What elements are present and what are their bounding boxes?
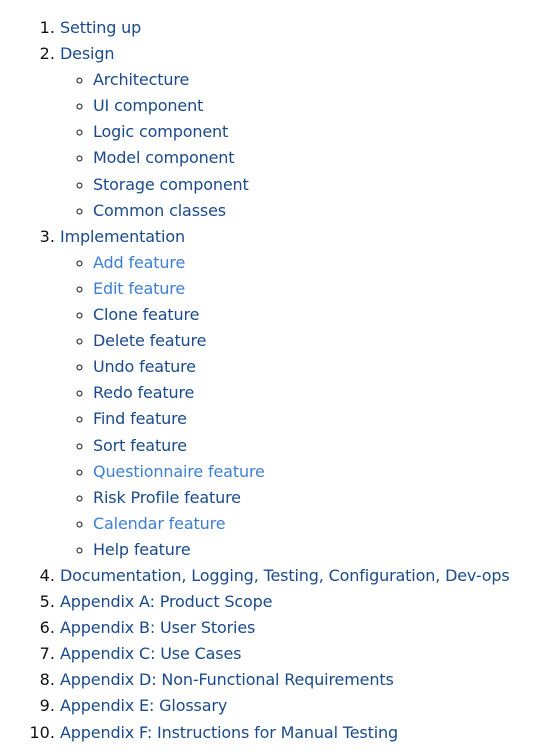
toc-link-appendix-e[interactable]: Appendix E: Glossary (60, 696, 228, 716)
toc-subitem-ui-component: UI component (93, 93, 547, 119)
toc-subitem-clone-feature: Clone feature (93, 302, 547, 328)
toc-link-calendar-feature[interactable]: Calendar feature (93, 513, 226, 533)
toc-item-documentation: Documentation, Logging, Testing, Configu… (60, 563, 547, 589)
toc-link-common-classes[interactable]: Common classes (93, 200, 226, 220)
toc-item-appendix-d: Appendix D: Non-Functional Requirements (60, 667, 547, 693)
toc-subitem-undo-feature: Undo feature (93, 354, 547, 380)
toc-link-logic-component[interactable]: Logic component (93, 122, 229, 142)
toc-subitem-add-feature: Add feature (93, 250, 547, 276)
toc-link-documentation[interactable]: Documentation, Logging, Testing, Configu… (60, 565, 510, 585)
toc-link-model-component[interactable]: Model component (93, 148, 235, 168)
toc-link-appendix-f[interactable]: Appendix F: Instructions for Manual Test… (60, 722, 399, 742)
toc-link-architecture[interactable]: Architecture (93, 70, 190, 90)
toc-subitem-redo-feature: Redo feature (93, 380, 547, 406)
toc-subitem-storage-component: Storage component (93, 172, 547, 198)
toc-link-redo-feature[interactable]: Redo feature (93, 383, 195, 403)
toc-link-questionnaire-feature[interactable]: Questionnaire feature (93, 461, 265, 481)
toc-item-implementation: Implementation Add feature Edit feature … (60, 224, 547, 563)
toc-item-setting-up: Setting up (60, 15, 547, 41)
toc-subitem-sort-feature: Sort feature (93, 433, 547, 459)
toc-link-undo-feature[interactable]: Undo feature (93, 357, 196, 377)
toc-subitem-logic-component: Logic component (93, 119, 547, 145)
toc-item-appendix-a: Appendix A: Product Scope (60, 589, 547, 615)
toc-link-add-feature[interactable]: Add feature (93, 252, 186, 272)
toc-subitem-delete-feature: Delete feature (93, 328, 547, 354)
toc-item-appendix-b: Appendix B: User Stories (60, 615, 547, 641)
toc-item-appendix-f: Appendix F: Instructions for Manual Test… (60, 720, 547, 746)
toc-item-design: Design Architecture UI component Logic c… (60, 41, 547, 224)
implementation-sub-list: Add feature Edit feature Clone feature D… (60, 250, 547, 563)
toc-subitem-model-component: Model component (93, 145, 547, 171)
toc-link-sort-feature[interactable]: Sort feature (93, 435, 187, 455)
toc-subitem-questionnaire-feature: Questionnaire feature (93, 459, 547, 485)
toc-subitem-architecture: Architecture (93, 67, 547, 93)
toc-link-find-feature[interactable]: Find feature (93, 409, 187, 429)
toc-link-edit-feature[interactable]: Edit feature (93, 278, 186, 298)
toc-link-storage-component[interactable]: Storage component (93, 174, 249, 194)
toc-link-implementation[interactable]: Implementation (60, 226, 185, 246)
toc-link-risk-profile-feature[interactable]: Risk Profile feature (93, 487, 241, 507)
toc-subitem-edit-feature: Edit feature (93, 276, 547, 302)
toc-item-appendix-c: Appendix C: Use Cases (60, 641, 547, 667)
toc-link-appendix-d[interactable]: Appendix D: Non-Functional Requirements (60, 670, 394, 690)
toc-subitem-help-feature: Help feature (93, 537, 547, 563)
toc-link-appendix-c[interactable]: Appendix C: Use Cases (60, 644, 242, 664)
design-sub-list: Architecture UI component Logic componen… (60, 67, 547, 224)
toc-link-clone-feature[interactable]: Clone feature (93, 305, 200, 325)
toc-subitem-calendar-feature: Calendar feature (93, 511, 547, 537)
toc-link-delete-feature[interactable]: Delete feature (93, 331, 207, 351)
toc-subitem-common-classes: Common classes (93, 198, 547, 224)
toc-link-help-feature[interactable]: Help feature (93, 539, 191, 559)
toc-subitem-risk-profile-feature: Risk Profile feature (93, 485, 547, 511)
toc-link-appendix-a[interactable]: Appendix A: Product Scope (60, 592, 273, 612)
toc-link-ui-component[interactable]: UI component (93, 96, 204, 116)
toc-link-design[interactable]: Design (60, 44, 115, 64)
toc-link-setting-up[interactable]: Setting up (60, 18, 142, 37)
toc-item-appendix-e: Appendix E: Glossary (60, 693, 547, 719)
toc-subitem-find-feature: Find feature (93, 406, 547, 432)
toc-link-appendix-b[interactable]: Appendix B: User Stories (60, 618, 256, 638)
